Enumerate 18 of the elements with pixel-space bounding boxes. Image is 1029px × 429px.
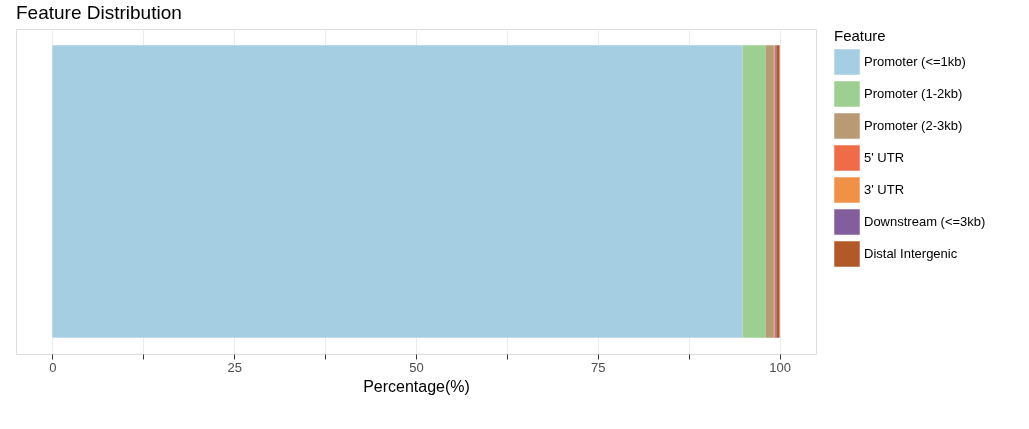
legend-label: Promoter (1-2kb)	[864, 86, 963, 101]
bar	[765, 45, 774, 338]
legend-title: Feature	[834, 27, 886, 44]
x-tick-label: 100	[769, 359, 791, 375]
legend-label: 3' UTR	[864, 182, 905, 197]
chart-title: Feature Distribution	[16, 2, 182, 23]
legend-label: Promoter (2-3kb)	[864, 118, 963, 133]
legend-label: Promoter (<=1kb)	[864, 54, 966, 69]
bar	[52, 45, 743, 338]
legend-label: Distal Intergenic	[864, 246, 958, 261]
bar	[742, 45, 766, 338]
legend-label: Downstream (<=3kb)	[864, 214, 986, 229]
x-tick-label: 25	[227, 359, 242, 375]
legend-label: 5' UTR	[864, 150, 905, 165]
x-axis-title: Percentage(%)	[363, 377, 470, 395]
x-tick-label: 0	[49, 359, 57, 375]
x-tick-label: 75	[591, 359, 606, 375]
x-tick-label: 50	[409, 359, 424, 375]
